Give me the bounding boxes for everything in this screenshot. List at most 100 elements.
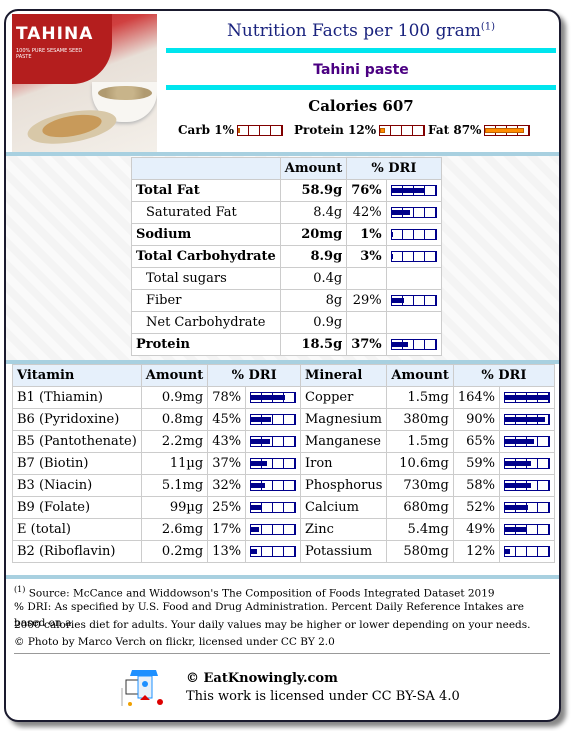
vitamin-name: B1 (Thiamin)	[12, 386, 142, 409]
mineral-row: Manganese 1.5mg 65%	[299, 430, 555, 453]
vitamin-dri-bar-cell	[245, 452, 302, 475]
nutrient-row: Fiber 8g 29%	[131, 289, 442, 312]
vitamin-row: B9 (Folate) 99µg 25%	[12, 496, 302, 519]
mineral-amount: 680mg	[386, 496, 454, 519]
mineral-name: Copper	[299, 386, 388, 409]
vitamin-dri-bar-cell	[245, 540, 302, 563]
nutrient-amount: 8.4g	[279, 201, 348, 224]
page-title: Nutrition Facts per 100 gram(1)	[226, 21, 496, 41]
nutrient-name: Fiber	[131, 289, 281, 312]
vitamin-amount: 2.2mg	[140, 430, 209, 453]
mineral-amount: 10.6mg	[386, 452, 454, 475]
dri-bar	[250, 502, 297, 513]
vitamin-amount: 11µg	[140, 452, 209, 475]
food-divider	[166, 85, 556, 90]
jar-image	[12, 14, 112, 84]
nutrient-row: Total sugars 0.4g	[131, 267, 442, 290]
nutrient-dri	[346, 311, 387, 334]
vitamin-dri: 78%	[207, 386, 247, 409]
nutrient-amount: 0.4g	[279, 267, 348, 290]
vitamin-row: B6 (Pyridoxine) 0.8mg 45%	[12, 408, 302, 431]
vitamin-name: E (total)	[12, 518, 142, 541]
vitamin-row: E (total) 2.6mg 17%	[12, 518, 302, 541]
vitamin-amount: 0.2mg	[140, 540, 209, 563]
vitamin-dri: 17%	[207, 518, 247, 541]
vitamin-row: B1 (Thiamin) 0.9mg 78%	[12, 386, 302, 409]
mineral-dri: 65%	[452, 430, 501, 453]
dri-bar	[250, 524, 297, 535]
nutrients-table: Amount % DRI Total Fat 58.9g 76% Saturated …	[131, 157, 442, 356]
nutrient-dri-bar-cell	[385, 245, 442, 268]
vitamin-dri: 37%	[207, 452, 247, 475]
nutrient-amount: 0.9g	[279, 311, 348, 334]
nutrient-dri: 1%	[346, 223, 387, 246]
nutrient-row: Saturated Fat 8.4g 42%	[131, 201, 442, 224]
dri-bar	[504, 392, 550, 403]
vitamins-table: Vitamin Amount % DRI B1 (Thiamin) 0.9mg 78…	[12, 364, 302, 563]
mineral-dri: 90%	[452, 408, 501, 431]
dri-bar	[504, 480, 550, 491]
mineral-name: Potassium	[299, 540, 388, 563]
dri-bar	[250, 458, 297, 469]
nutrient-row: Total Carbohydrate 8.9g 3%	[131, 245, 442, 268]
nutrient-dri-bar-cell	[385, 201, 442, 224]
mineral-dri: 59%	[452, 452, 501, 475]
macro-carb: Carb 1%	[178, 122, 283, 138]
section-divider	[6, 152, 559, 156]
dri-bar	[504, 436, 550, 447]
mineral-row: Zinc 5.4mg 49%	[299, 518, 555, 541]
title-divider	[166, 48, 556, 53]
mineral-name: Iron	[299, 452, 388, 475]
vitamin-dri-bar-cell	[245, 386, 302, 409]
vitamin-header: Vitamin	[12, 364, 142, 387]
dri-bar	[390, 339, 437, 350]
vitamin-name: B2 (Riboflavin)	[12, 540, 142, 563]
mineral-dri-bar-cell	[499, 496, 555, 519]
dri-header: % DRI	[346, 157, 442, 180]
nutrient-name: Total Fat	[131, 179, 281, 202]
vitamin-dri-bar-cell	[245, 496, 302, 519]
footer-divider	[14, 653, 550, 654]
vitamin-dri-bar-cell	[245, 430, 302, 453]
dri-bar	[250, 546, 297, 557]
nutrient-dri: 37%	[346, 333, 387, 356]
nutrient-dri: 29%	[346, 289, 387, 312]
vitamin-dri-bar-cell	[245, 408, 302, 431]
mineral-dri: 164%	[452, 386, 501, 409]
nutrient-dri: 3%	[346, 245, 387, 268]
eatknowingly-logo-icon	[121, 670, 163, 706]
nutrient-amount: 18.5g	[279, 333, 348, 356]
nutrient-header	[131, 157, 281, 180]
vitamin-amount: 0.9mg	[140, 386, 209, 409]
section-divider	[6, 360, 559, 364]
vitamin-name: B5 (Pantothenate)	[12, 430, 142, 453]
dri-bar	[390, 229, 437, 240]
source-note: (1) Source: McCance and Widdowson's The …	[14, 585, 495, 600]
vitamin-dri: 13%	[207, 540, 247, 563]
nutrient-amount: 20mg	[279, 223, 348, 246]
amount-header: Amount	[386, 364, 454, 387]
mineral-dri-bar-cell	[499, 540, 555, 563]
seeds-image	[98, 86, 152, 100]
dri-bar	[504, 414, 550, 425]
vitamin-name: B6 (Pyridoxine)	[12, 408, 142, 431]
vitamin-dri: 45%	[207, 408, 247, 431]
nutrient-row: Total Fat 58.9g 76%	[131, 179, 442, 202]
nutrient-row: Net Carbohydrate 0.9g	[131, 311, 442, 334]
dri-bar	[390, 185, 437, 196]
mineral-row: Magnesium 380mg 90%	[299, 408, 555, 431]
vitamin-dri: 25%	[207, 496, 247, 519]
dri-header: % DRI	[207, 364, 302, 387]
mineral-dri-bar-cell	[499, 430, 555, 453]
mineral-amount: 380mg	[386, 408, 454, 431]
nutrition-card: TAHINA 100% PURE SESAME SEED PASTE Nutri…	[4, 9, 561, 722]
vitamin-row: B2 (Riboflavin) 0.2mg 13%	[12, 540, 302, 563]
site-credit: © EatKnowingly.com	[186, 671, 338, 686]
dri-bar	[250, 480, 297, 491]
vitamin-name: B9 (Folate)	[12, 496, 142, 519]
mineral-dri-bar-cell	[499, 518, 555, 541]
vitamin-amount: 99µg	[140, 496, 209, 519]
mineral-amount: 580mg	[386, 540, 454, 563]
mineral-amount: 5.4mg	[386, 518, 454, 541]
nutrient-dri-bar-cell	[385, 333, 442, 356]
